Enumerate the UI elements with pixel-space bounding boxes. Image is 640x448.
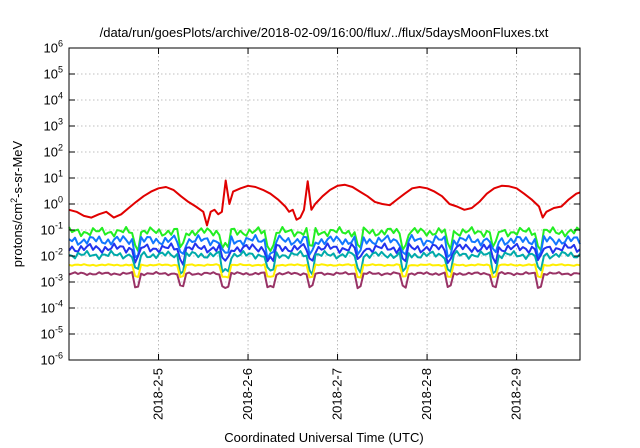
y-tick-base: 10: [44, 145, 58, 160]
y-tick-exponent: 4: [58, 91, 63, 101]
y-axis-label-sup: 2: [9, 198, 19, 203]
y-tick-exponent: 0: [58, 195, 63, 205]
y-axis-label: protons/cm2-s-sr-MeV: [9, 140, 25, 267]
y-tick-exponent: -2: [55, 247, 63, 257]
x-axis-label: Coordinated Universal Time (UTC): [224, 430, 423, 445]
series-line-7: [68, 271, 581, 290]
series-line-4: [68, 242, 581, 266]
y-tick-exponent: 5: [58, 65, 63, 75]
series-line-5: [68, 249, 581, 276]
plot-area: [68, 179, 581, 290]
x-tick-label: 2018-2-6: [240, 368, 255, 420]
y-tick-base: 10: [41, 301, 55, 316]
y-tick-exponent: -3: [55, 273, 63, 283]
series-line-3: [68, 234, 581, 260]
y-tick-exponent: 2: [58, 143, 63, 153]
y-tick-label: 101: [44, 169, 63, 186]
y-tick-label: 106: [44, 39, 63, 56]
y-axis-label-pre: protons/cm: [10, 203, 25, 267]
y-tick-exponent: -1: [55, 221, 63, 231]
y-tick-exponent: -6: [55, 351, 63, 361]
y-tick-base: 10: [44, 171, 58, 186]
y-tick-label: 10-2: [41, 247, 63, 264]
y-tick-label: 100: [44, 195, 63, 212]
chart-title: /data/run/goesPlots/archive/2018-02-09/1…: [100, 25, 549, 40]
y-tick-label: 105: [44, 65, 63, 82]
y-tick-exponent: -4: [55, 299, 63, 309]
y-tick-exponent: 1: [58, 169, 63, 179]
x-tick-label: 2018-2-8: [419, 368, 434, 420]
grid-lines: [69, 48, 580, 360]
y-tick-base: 10: [44, 41, 58, 56]
y-tick-base: 10: [44, 93, 58, 108]
y-tick-exponent: 3: [58, 117, 63, 127]
y-tick-label: 102: [44, 143, 63, 160]
series-line-2: [68, 226, 581, 252]
y-tick-base: 10: [44, 119, 58, 134]
y-tick-exponent: -5: [55, 325, 63, 335]
y-tick-base: 10: [41, 327, 55, 342]
y-tick-base: 10: [41, 249, 55, 264]
y-tick-base: 10: [44, 67, 58, 82]
y-tick-base: 10: [41, 275, 55, 290]
x-axis: 2018-2-5 2018-2-6 2018-2-7 2018-2-8 2018-2-9: [151, 48, 524, 420]
series-line-1: [68, 179, 581, 227]
y-axis-label-post: -s-sr-MeV: [10, 140, 25, 197]
y-tick-label: 10-3: [41, 273, 63, 290]
y-axis: 10-610-510-410-310-210-11001011021031041…: [41, 39, 580, 368]
y-tick-base: 10: [44, 197, 58, 212]
x-tick-label: 2018-2-9: [509, 368, 524, 420]
series-line-6: [68, 263, 581, 279]
y-tick-label: 10-4: [41, 299, 63, 316]
y-tick-label: 10-1: [41, 221, 63, 238]
y-tick-label: 10-5: [41, 325, 63, 342]
y-tick-label: 103: [44, 117, 63, 134]
y-tick-exponent: 6: [58, 39, 63, 49]
y-tick-base: 10: [41, 353, 55, 368]
x-tick-label: 2018-2-5: [151, 368, 166, 420]
x-tick-label: 2018-2-7: [330, 368, 345, 420]
y-tick-base: 10: [41, 223, 55, 238]
y-tick-label: 104: [44, 91, 63, 108]
y-tick-label: 10-6: [41, 351, 63, 368]
